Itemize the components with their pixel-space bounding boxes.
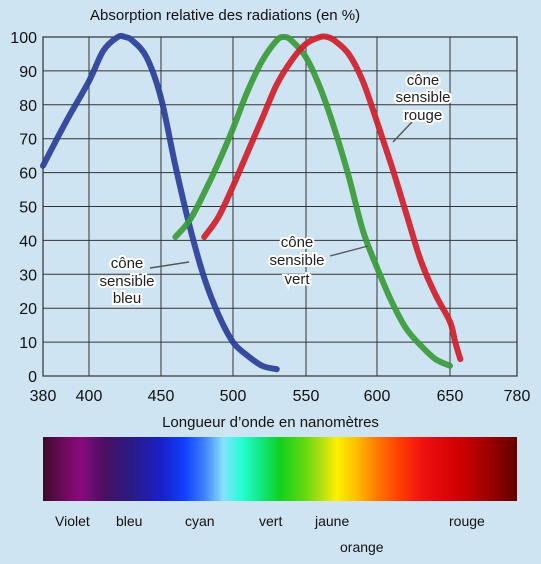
chart-title: Absorption relative des radiations (en %… — [90, 7, 361, 24]
annotation-leader-rouge — [392, 121, 413, 143]
annotation-text-bleu: bleu — [113, 290, 141, 307]
spectrum-label-violet: Violet — [55, 513, 90, 529]
annotation-text-rouge: sensible — [395, 89, 450, 106]
x-tick-label: 550 — [293, 388, 320, 405]
annotation-halo: bleu — [113, 290, 141, 307]
spectrum-label-orange: orange — [340, 539, 384, 555]
y-tick-label: 20 — [19, 301, 37, 318]
series-curve-rouge — [201, 33, 464, 363]
annotation-leader-bleu — [149, 261, 190, 269]
annotation-leader-vert — [329, 245, 369, 257]
y-tick-label: 70 — [19, 132, 37, 149]
y-tick-label: 100 — [10, 30, 37, 47]
x-tick-label: 400 — [76, 388, 103, 405]
annotation-text-vert: cône — [281, 234, 314, 251]
series-curve-vert — [172, 33, 453, 369]
visible-spectrum-bar — [43, 437, 517, 501]
spectrum-label-rouge: rouge — [449, 513, 485, 529]
spectrum-label-cyan: cyan — [185, 513, 215, 529]
annotation-halo: cône — [407, 72, 440, 89]
annotation-halo: sensible — [395, 89, 450, 106]
y-tick-label: 60 — [19, 166, 37, 183]
y-tick-label: 80 — [19, 98, 37, 115]
y-tick-label: 30 — [19, 267, 37, 284]
series-curve-bleu — [40, 32, 280, 373]
x-tick-label: 780 — [504, 388, 531, 405]
annotation-halo: sensible — [269, 252, 324, 269]
spectrum-label-bleu: bleu — [116, 513, 143, 529]
x-axis-label: Longueur d’onde en nanomètres — [162, 414, 379, 431]
y-tick-label: 90 — [19, 64, 37, 81]
x-tick-label: 450 — [148, 388, 175, 405]
annotation-halo: vert — [284, 271, 310, 288]
x-tick-label: 650 — [437, 388, 464, 405]
annotation-halo: cône — [281, 234, 314, 251]
annotation-halo: sensible — [99, 273, 154, 290]
y-tick-label: 0 — [28, 369, 37, 386]
x-tick-label: 500 — [220, 388, 247, 405]
y-tick-label: 50 — [19, 200, 37, 217]
annotation-text-vert: sensible — [269, 252, 324, 269]
x-tick-label: 380 — [30, 388, 57, 405]
spectrum-label-jaune: jaune — [315, 513, 350, 529]
annotation-halo: rouge — [404, 107, 442, 124]
x-tick-label: 600 — [364, 388, 391, 405]
annotation-text-vert: vert — [284, 271, 310, 288]
spectrum-label-vert: vert — [259, 513, 283, 529]
annotation-text-rouge: rouge — [404, 107, 442, 124]
annotation-text-bleu: cône — [111, 255, 144, 272]
annotation-text-rouge: cône — [407, 72, 440, 89]
y-tick-label: 10 — [19, 335, 37, 352]
y-tick-label: 40 — [19, 233, 37, 250]
annotation-text-bleu: sensible — [99, 273, 154, 290]
annotation-halo: cône — [111, 255, 144, 272]
